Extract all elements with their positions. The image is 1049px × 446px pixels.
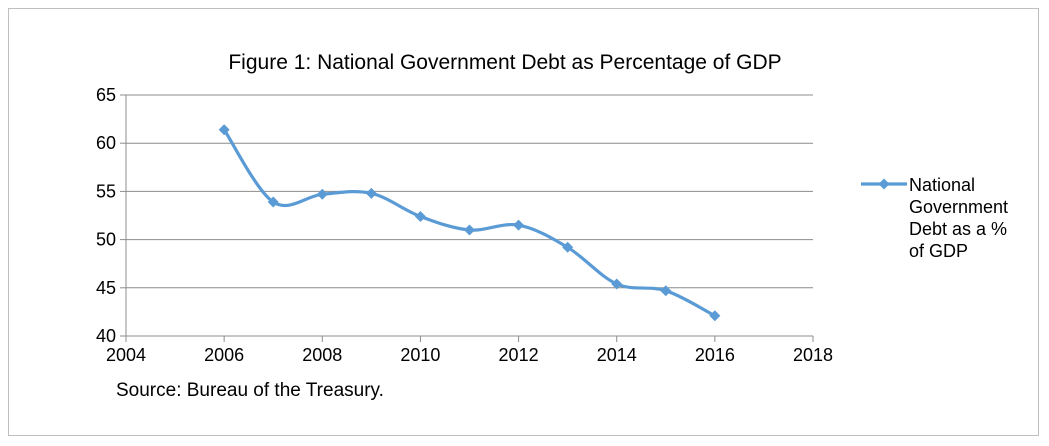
data-point-2011 bbox=[464, 224, 475, 236]
data-point-2014 bbox=[611, 278, 623, 290]
chart-title: Figure 1: National Government Debt as Pe… bbox=[228, 51, 781, 74]
x-tick-label-2004: 2004 bbox=[106, 345, 146, 365]
legend-label-line-1: National bbox=[909, 175, 975, 195]
y-tick-label-55: 55 bbox=[96, 181, 116, 201]
data-point-2013 bbox=[562, 241, 574, 253]
data-point-2015 bbox=[660, 285, 672, 297]
line-chart: Figure 1: National Government Debt as Pe… bbox=[96, 51, 1008, 401]
data-point-2012 bbox=[513, 219, 525, 231]
data-point-2009 bbox=[365, 187, 377, 199]
y-tick-label-40: 40 bbox=[96, 326, 116, 346]
legend-label-line-3: Debt as a % bbox=[909, 219, 1007, 239]
data-point-2008 bbox=[316, 188, 328, 200]
x-tick-label-2008: 2008 bbox=[302, 345, 342, 365]
y-tick-label-45: 45 bbox=[96, 278, 116, 298]
legend-label-line-2: Government bbox=[909, 197, 1008, 217]
y-tick-label-50: 50 bbox=[96, 230, 116, 250]
source-note: Source: Bureau of the Treasury. bbox=[116, 380, 384, 401]
data-point-2016 bbox=[709, 310, 721, 322]
data-point-2010 bbox=[414, 210, 426, 222]
data-point-2007 bbox=[267, 196, 279, 208]
legend-marker bbox=[878, 178, 890, 190]
x-tick-label-2010: 2010 bbox=[400, 345, 440, 365]
series-layer bbox=[218, 124, 721, 322]
x-tick-label-2018: 2018 bbox=[793, 345, 833, 365]
x-tick-label-2012: 2012 bbox=[499, 345, 539, 365]
data-point-2006 bbox=[218, 124, 230, 136]
x-tick-label-2016: 2016 bbox=[695, 345, 735, 365]
gridlines bbox=[126, 94, 813, 289]
y-tick-label-60: 60 bbox=[96, 133, 116, 153]
y-tick-label-65: 65 bbox=[96, 85, 116, 105]
x-tick-label-2014: 2014 bbox=[597, 345, 637, 365]
axes: 40 45 50 55 60 65 2004 2006 2008 2010 2012 2014 2016… bbox=[96, 85, 833, 365]
chart-frame: Figure 1: National Government Debt as Pe… bbox=[8, 8, 1039, 436]
legend-label-line-4: of GDP bbox=[909, 241, 968, 261]
x-tick-label-2006: 2006 bbox=[204, 345, 244, 365]
